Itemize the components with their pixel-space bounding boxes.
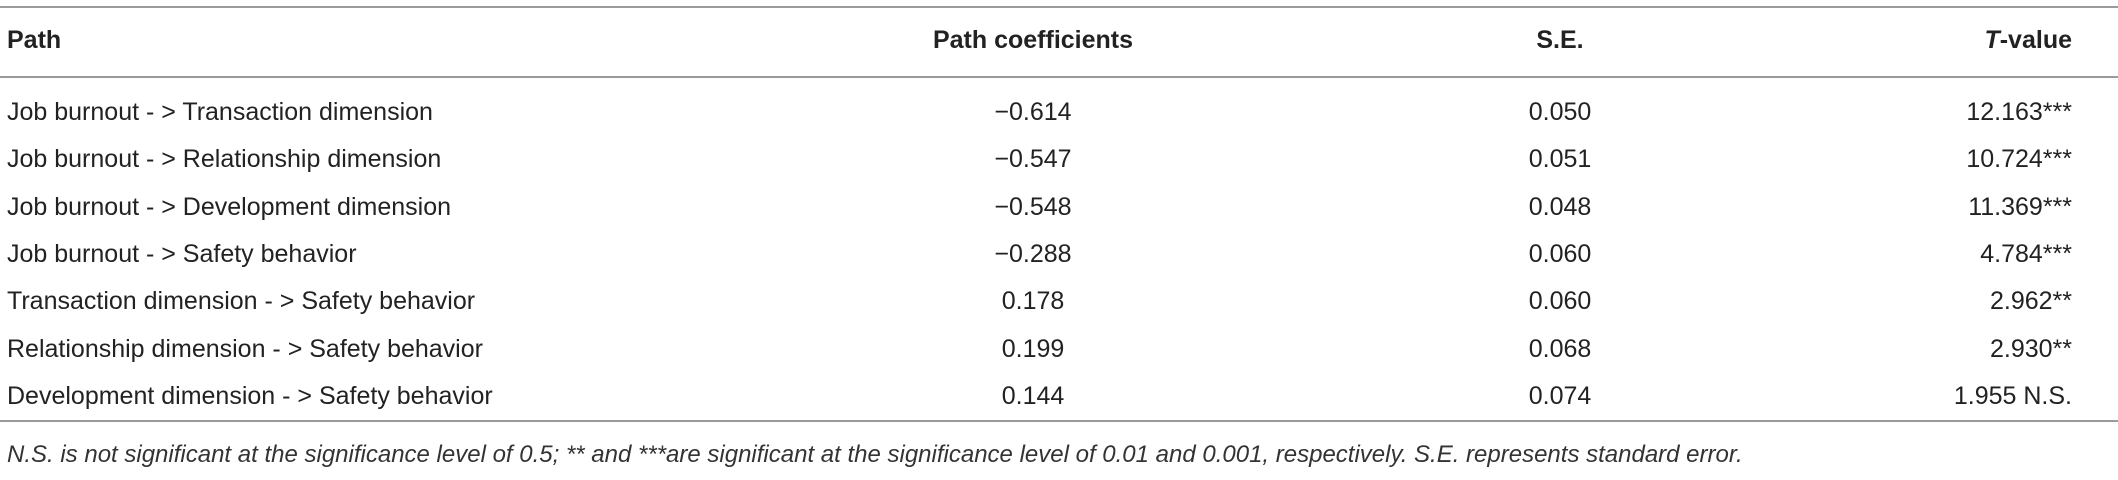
table-cell: 0.048	[1528, 192, 1592, 221]
table-cell: −0.548	[994, 192, 1072, 221]
footnote: N.S. is not significant at the significa…	[7, 441, 1743, 468]
top-rule	[0, 6, 2118, 8]
table-cell: Job burnout - > Transaction dimension	[7, 98, 433, 126]
table-cell: 10.724***	[1966, 145, 2072, 174]
table-cell: Job burnout - > Development dimension	[7, 192, 452, 221]
header-cell: Path	[7, 26, 62, 54]
table-cell: 1.955 N.S.	[1953, 381, 2072, 410]
table-cell: 11.369***	[1968, 192, 2072, 221]
table-cell: 12.163***	[1966, 98, 2072, 126]
header-rule	[0, 76, 2118, 78]
table-cell: 0.178	[1001, 287, 1065, 316]
table-cell: Development dimension - > Safety behavio…	[7, 381, 493, 410]
table-cell: Relationship dimension - > Safety behavi…	[7, 334, 483, 363]
table-cell: 2.962**	[1989, 287, 2072, 316]
table-cell: 4.784***	[1980, 239, 2072, 268]
table-cell: 0.060	[1528, 239, 1592, 268]
table-cell: 0.050	[1528, 98, 1592, 126]
table-cell: 0.068	[1528, 334, 1592, 363]
bottom-rule	[0, 420, 2118, 422]
table-cell: −0.614	[994, 98, 1072, 126]
table-cell: 2.930**	[1989, 334, 2072, 363]
table-cell: 0.144	[1001, 381, 1065, 410]
table-cell: −0.288	[994, 239, 1072, 268]
header-cell: S.E.	[1536, 26, 1584, 54]
table-cell: 0.199	[1001, 334, 1065, 363]
table-cell: Transaction dimension - > Safety behavio…	[7, 287, 476, 316]
table-cell: 0.074	[1528, 381, 1592, 410]
table-cell: −0.547	[994, 145, 1072, 174]
table-cell: 0.051	[1528, 145, 1592, 174]
table-cell: Job burnout - > Relationship dimension	[7, 145, 442, 174]
header-cell: T-value	[1984, 26, 2072, 54]
table-cell: 0.060	[1528, 287, 1592, 316]
header-cell: Path coefficients	[932, 26, 1134, 54]
table-cell: Job burnout - > Safety behavior	[7, 239, 357, 268]
